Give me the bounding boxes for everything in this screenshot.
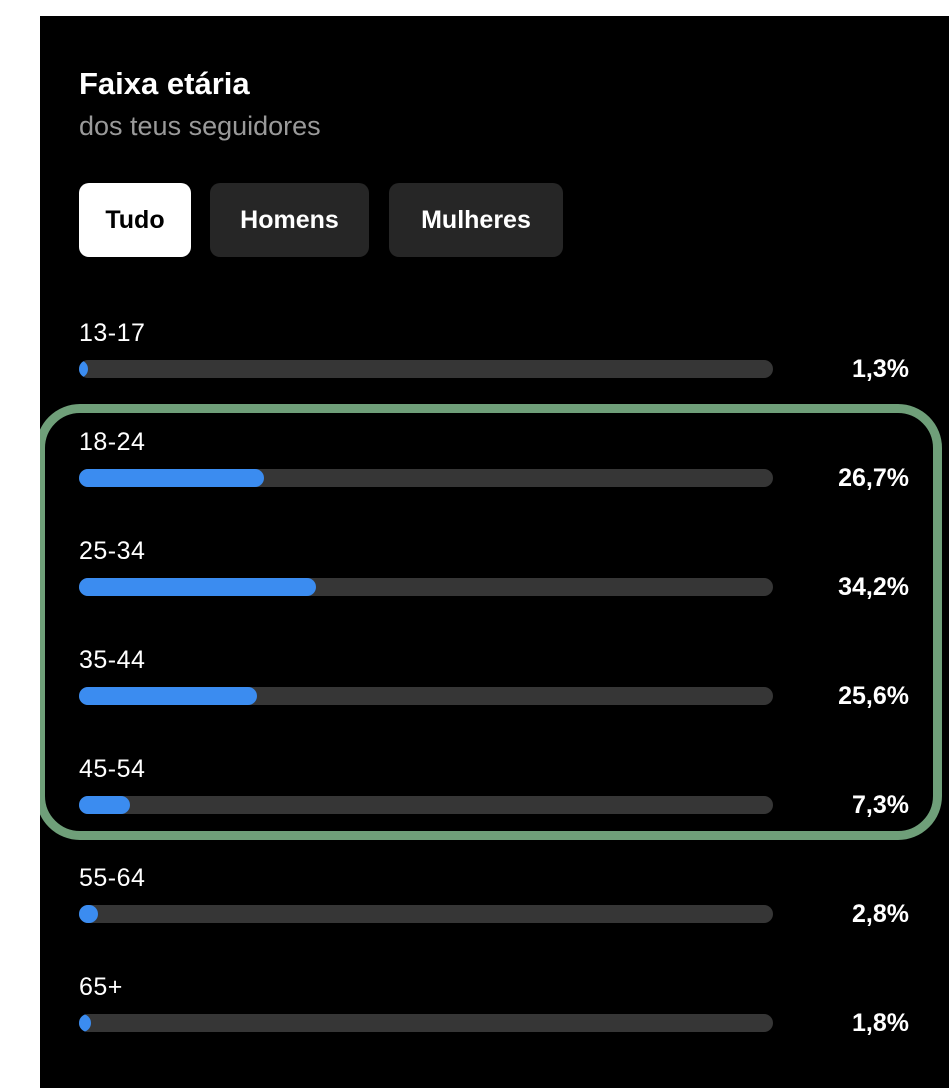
bar-track	[79, 578, 773, 596]
age-label: 45-54	[79, 755, 146, 783]
page-title: Faixa etária	[79, 66, 250, 101]
percentage-value: 25,6%	[838, 682, 909, 710]
bar-fill	[79, 905, 99, 923]
page-subtitle: dos teus seguidores	[79, 111, 321, 141]
bar-fill	[79, 1014, 92, 1032]
age-row-18-24: 18-24 26,7%	[79, 427, 909, 492]
age-row-55-64: 55-64 2,8%	[79, 863, 909, 928]
percentage-value: 34,2%	[838, 573, 909, 601]
percentage-value: 7,3%	[852, 791, 909, 819]
age-row-45-54: 45-54 7,3%	[79, 754, 909, 819]
age-label: 18-24	[79, 428, 146, 456]
percentage-value: 1,3%	[852, 355, 909, 383]
percentage-value: 26,7%	[838, 464, 909, 492]
bar-fill	[79, 796, 130, 814]
bar-track	[79, 905, 773, 923]
bar-fill	[79, 360, 89, 378]
percentage-value: 1,8%	[852, 1009, 909, 1037]
bar-fill	[79, 469, 265, 487]
tab-all[interactable]: Tudo	[79, 183, 191, 257]
age-label: 65+	[79, 973, 123, 1001]
bar-track	[79, 687, 773, 705]
tab-women[interactable]: Mulheres	[389, 183, 563, 257]
age-range-panel: Faixa etária dos teus seguidores Tudo Ho…	[40, 16, 949, 1088]
age-row-25-34: 25-34 34,2%	[79, 536, 909, 601]
bar-track	[79, 796, 773, 814]
age-label: 13-17	[79, 319, 146, 347]
bar-fill	[79, 687, 257, 705]
age-row-35-44: 35-44 25,6%	[79, 645, 909, 710]
bar-track	[79, 360, 773, 378]
age-label: 25-34	[79, 537, 146, 565]
age-label: 55-64	[79, 864, 146, 892]
tab-men[interactable]: Homens	[210, 183, 369, 257]
age-row-65-plus: 65+ 1,8%	[79, 972, 909, 1037]
age-label: 35-44	[79, 646, 146, 674]
percentage-value: 2,8%	[852, 900, 909, 928]
age-row-13-17: 13-17 1,3%	[79, 318, 909, 383]
bar-track	[79, 1014, 773, 1032]
bar-track	[79, 469, 773, 487]
bar-fill	[79, 578, 317, 596]
